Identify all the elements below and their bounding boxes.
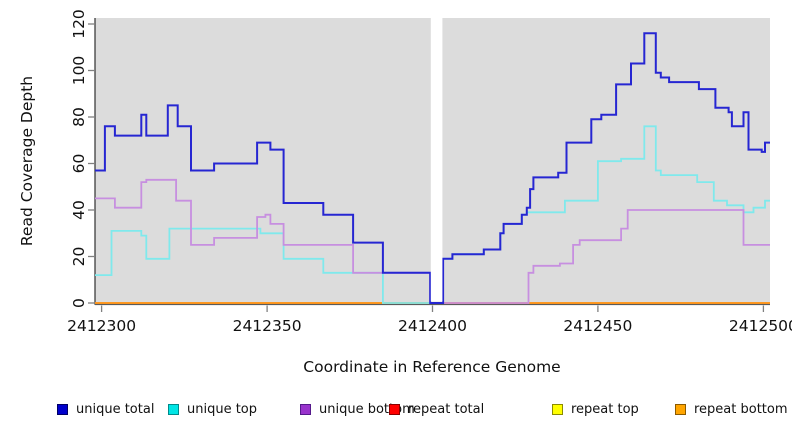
x-axis-title: Coordinate in Reference Genome (303, 358, 561, 376)
y-tick-label: 80 (70, 107, 88, 127)
series-line-unique-bottom (95, 178, 770, 304)
axis-lines (94, 18, 770, 305)
x-tick-label: 2412500 (729, 317, 792, 335)
series-line-unique-total (95, 32, 770, 304)
x-tick-label: 2412450 (563, 317, 632, 335)
x-tick-label: 2412300 (67, 317, 136, 335)
x-tick-label: 2412400 (398, 317, 467, 335)
y-tick-label: 100 (70, 56, 88, 86)
y-axis-title: Read Coverage Depth (18, 75, 36, 247)
y-tick-label: 40 (70, 200, 88, 220)
x-tick-label: 2412350 (233, 317, 302, 335)
y-tick-label: 20 (70, 247, 88, 267)
masked-gap-region (430, 14, 443, 302)
y-tick-label: 60 (70, 154, 88, 174)
y-tick-label: 0 (70, 298, 88, 308)
y-tick-label: 120 (70, 9, 88, 39)
